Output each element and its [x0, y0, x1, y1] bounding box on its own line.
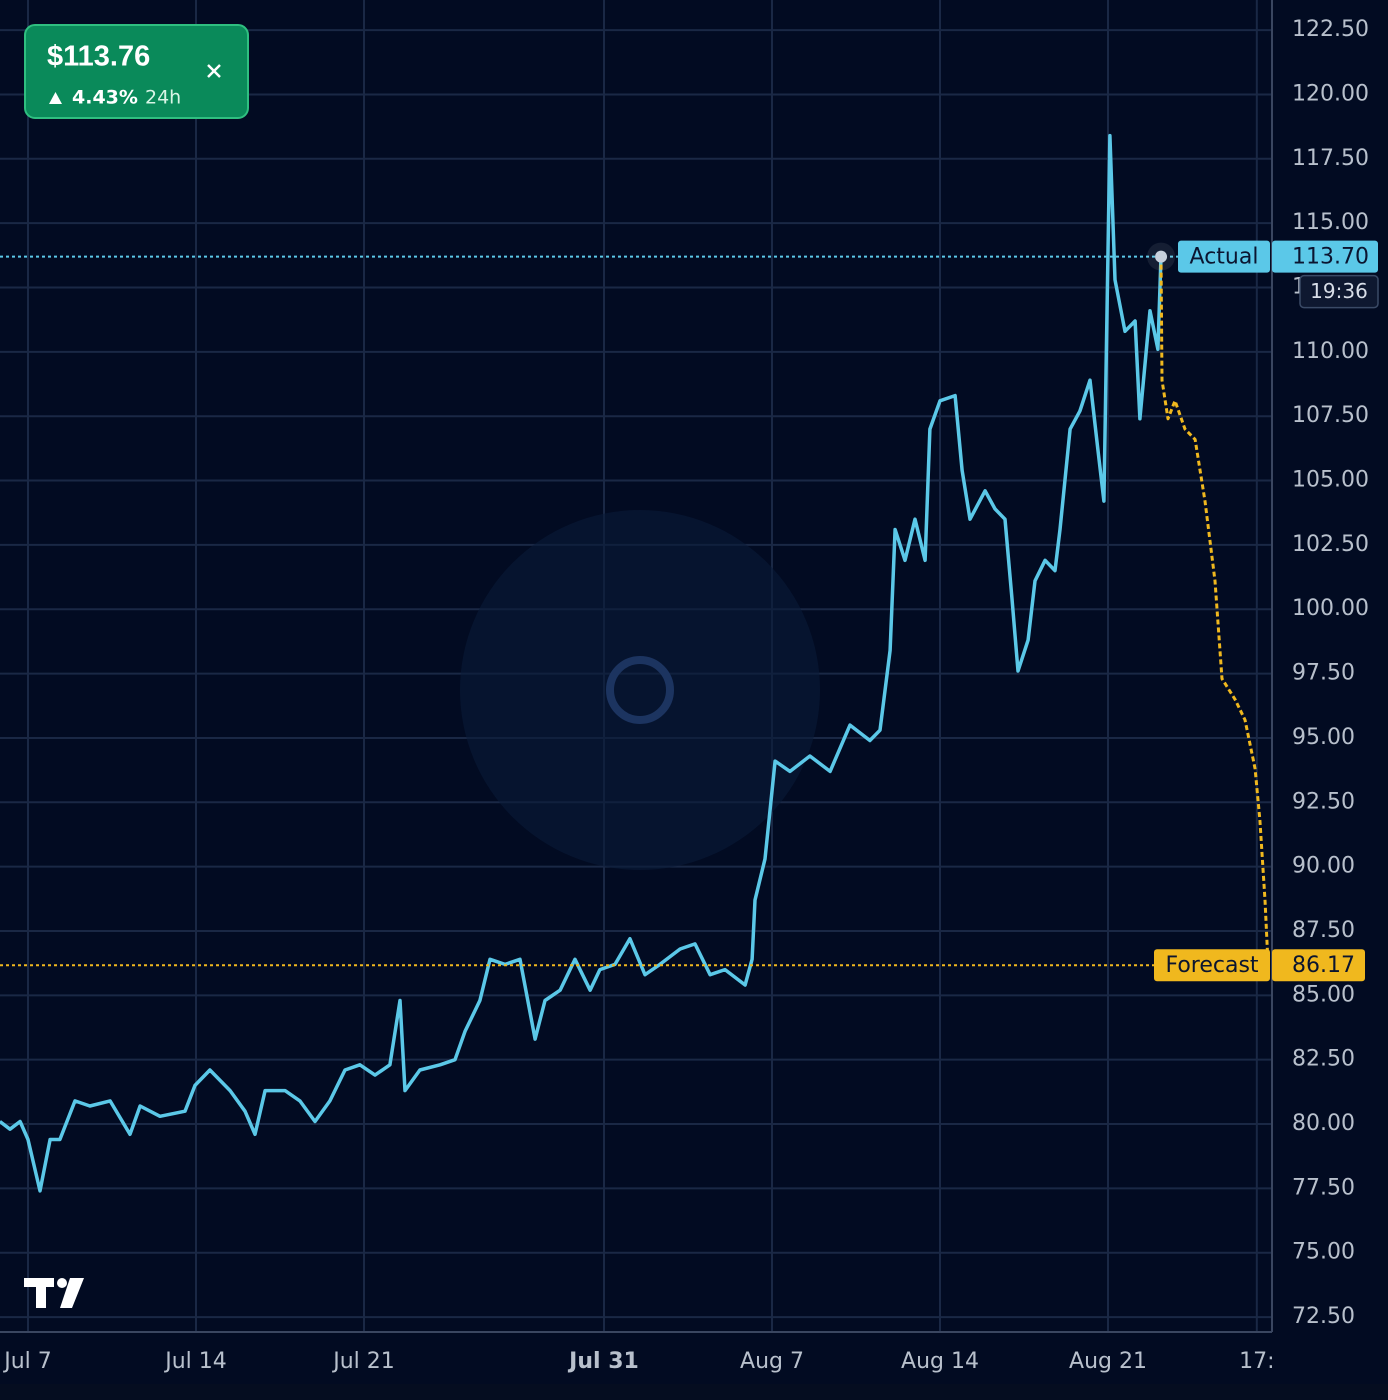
x-tick-label: Jul 31	[567, 1349, 639, 1374]
up-arrow	[49, 92, 62, 104]
y-tick-label: 110.00	[1292, 339, 1369, 364]
ticker-price: $113.76	[47, 41, 150, 73]
close-stroke	[207, 64, 221, 78]
series-tag: Forecast	[1165, 953, 1258, 978]
x-tick-label: Jul 14	[163, 1349, 227, 1374]
axes: 72.50 75.00 77.50 80.00 82.50 85.00 87.50 90.00…	[2, 17, 1369, 1374]
y-tick-label: 117.50	[1292, 146, 1369, 171]
x-tick-label: Jul 7	[2, 1349, 52, 1374]
y-tick-label: 75.00	[1292, 1240, 1355, 1265]
tv-logo	[24, 1278, 84, 1308]
logo-part	[36, 1278, 46, 1308]
logo-part	[57, 1278, 67, 1288]
price-tag: 113.70	[1292, 245, 1369, 270]
y-tick-label: 115.00	[1292, 210, 1369, 235]
x-tick-label: 17:	[1239, 1349, 1274, 1374]
y-tick-label: 100.00	[1292, 596, 1369, 621]
close-button[interactable]	[207, 64, 221, 78]
ticker-bg	[24, 24, 249, 119]
x-tick-label: Aug 21	[1069, 1349, 1147, 1374]
series-line	[1159, 256, 1270, 966]
series-tag: Actual	[1190, 245, 1259, 270]
y-tick-label: 77.50	[1292, 1175, 1355, 1200]
watermark-ring	[606, 656, 674, 724]
countdown-bg	[1299, 274, 1379, 309]
series-line	[0, 133, 1163, 1193]
y-tick-label: 87.50	[1292, 918, 1355, 943]
watermark	[460, 510, 820, 870]
y-tick-label: 102.50	[1292, 532, 1369, 557]
logo-part	[60, 1278, 84, 1308]
y-tick-label: 90.00	[1292, 854, 1355, 879]
tags: Actual 113.70 19:36 Forecast 86.17	[1154, 240, 1379, 982]
y-tick-label: 95.00	[1292, 725, 1355, 750]
bottom-strip	[0, 1384, 1388, 1400]
price-tag-bg	[1272, 240, 1378, 273]
y-tick-label: 72.50	[1292, 1304, 1355, 1329]
x-tick-label: Aug 14	[901, 1349, 979, 1374]
y-tick-label: 105.00	[1292, 468, 1369, 493]
y-tick-label: 122.50	[1292, 17, 1369, 42]
y-tick-label: 92.50	[1292, 789, 1355, 814]
x-tick-label: Jul 21	[331, 1349, 395, 1374]
lines	[0, 133, 1270, 1193]
ticker-change: 4.43%	[72, 87, 138, 109]
ticker-card: $113.76 4.43% 24h	[24, 24, 249, 119]
series-tag-bg	[1178, 240, 1270, 273]
series-tag-bg	[1154, 949, 1270, 982]
y-tick-label: 85.00	[1292, 982, 1355, 1007]
ticker-period: 24h	[145, 87, 181, 109]
countdown: 19:36	[1310, 279, 1368, 303]
price-tag: 86.17	[1292, 953, 1355, 978]
price-tag-bg	[1272, 949, 1365, 982]
y-tick-label: 80.00	[1292, 1111, 1355, 1136]
x-tick-label: Aug 7	[740, 1349, 804, 1374]
y-tick-label: 120.00	[1292, 81, 1369, 106]
y-tick-label: 97.50	[1292, 661, 1355, 686]
y-tick-label: 82.50	[1292, 1047, 1355, 1072]
last-point	[1155, 250, 1168, 263]
y-tick-label: 107.50	[1292, 403, 1369, 428]
